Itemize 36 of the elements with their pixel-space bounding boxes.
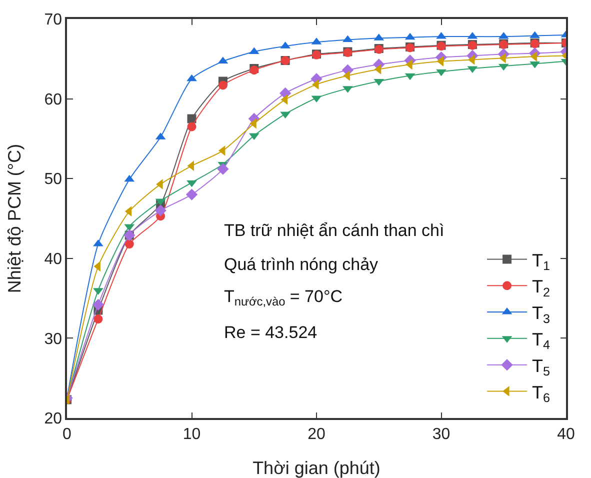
- y-tick-label: 20: [44, 410, 62, 428]
- point: [218, 80, 228, 90]
- legend-label: T$_{1}$: [532, 250, 550, 274]
- legend-label: T$_{5}$: [532, 356, 550, 379]
- y-tick-label: 70: [44, 12, 62, 29]
- x-tick-label: 0: [62, 426, 72, 443]
- annotation: Re = 43.524: [224, 323, 318, 342]
- point: [124, 240, 134, 249]
- point: [186, 180, 197, 188]
- point: [186, 74, 197, 82]
- point: [186, 188, 198, 200]
- y-axis-title: Nhiệt độ PCM (°C): [4, 144, 24, 294]
- legend-label: T$_{6}$: [532, 382, 550, 406]
- annotation: TB trữ nhiệt ẩn cánh than chì: [224, 221, 444, 240]
- y-tick-label: 40: [44, 251, 62, 268]
- point: [92, 298, 104, 311]
- point: [374, 64, 382, 74]
- x-tick-label: 40: [557, 426, 575, 443]
- legend-label: T$_{2}$: [532, 276, 550, 300]
- y-tick-label: 60: [44, 91, 62, 108]
- x-tick-label: 30: [432, 426, 450, 443]
- annotation: Quá trình nóng chảy: [224, 255, 379, 274]
- y-tick-label: 50: [44, 171, 62, 188]
- x-tick-label: 10: [182, 426, 201, 443]
- point: [187, 122, 196, 132]
- point: [154, 204, 166, 216]
- point: [436, 69, 446, 76]
- y-tick-label: 30: [44, 330, 62, 348]
- x-axis-title: Thời gian (phút): [252, 458, 380, 478]
- point: [468, 54, 475, 65]
- x-tick-label: 20: [308, 426, 326, 443]
- legend-label: T$_{4}$: [532, 329, 550, 352]
- point: [94, 314, 103, 324]
- point: [217, 163, 229, 175]
- legend-label: T$_{3}$: [532, 303, 550, 326]
- annotation: T$_{nước,vào}$ = 70°C: [224, 287, 343, 309]
